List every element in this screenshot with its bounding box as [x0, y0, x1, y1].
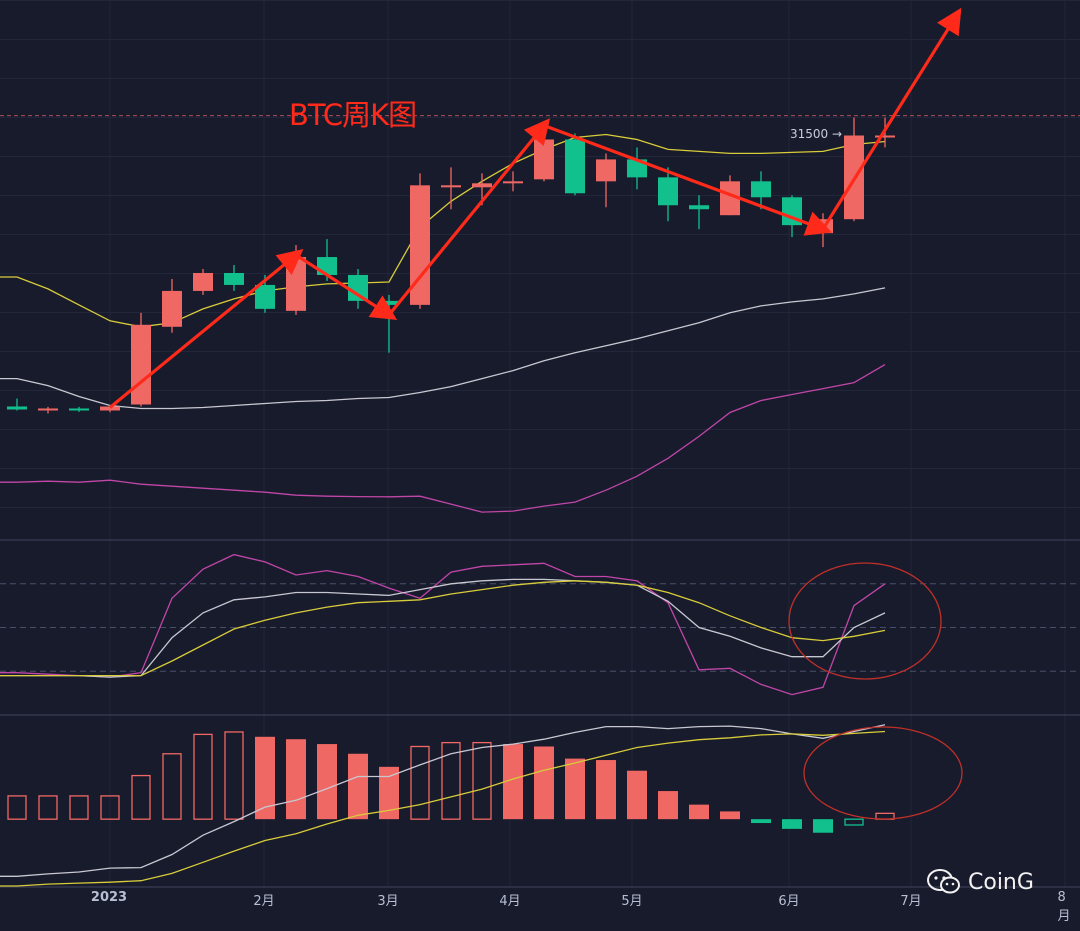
candles — [7, 117, 895, 414]
candle-body — [255, 284, 275, 309]
x-label-jun: 6月 — [778, 894, 800, 909]
macd-bar — [782, 819, 802, 829]
macd-bar — [844, 818, 864, 826]
macd-bar — [317, 744, 337, 820]
candle-body — [348, 274, 368, 301]
candle-body — [286, 257, 306, 311]
x-label-mar: 3月 — [377, 894, 399, 909]
watermark: CoinG — [926, 868, 1034, 896]
candle-body — [69, 408, 89, 411]
candle-body — [193, 272, 213, 291]
wechat-icon — [927, 869, 960, 894]
candle-body — [596, 159, 616, 182]
x-label-2023: 2023 — [90, 890, 128, 905]
candle-body — [658, 177, 678, 206]
macd-bar — [596, 760, 616, 820]
candle-body — [689, 205, 709, 210]
x-label-jul: 7月 — [900, 894, 922, 909]
x-label-feb: 2月 — [253, 894, 275, 909]
trend-arrow — [821, 7, 962, 230]
trend-arrows — [108, 7, 962, 409]
chart-title: BTC周K图 — [289, 98, 417, 132]
macd-bar — [162, 753, 182, 820]
macd-bar — [472, 741, 492, 820]
macd-bar — [565, 758, 585, 820]
macd-bar — [658, 791, 678, 820]
x-label-aug: 8月 — [1057, 890, 1071, 924]
panel-dividers — [0, 539, 1080, 888]
trend-arrow — [295, 253, 398, 321]
candle-body — [38, 408, 58, 411]
macd-bar — [286, 739, 306, 820]
trend-arrow — [543, 124, 832, 236]
macd-bar — [7, 795, 27, 820]
highlight-circle-macd — [803, 726, 963, 820]
highlight-circle-kdj — [788, 562, 942, 680]
macd-bar — [348, 753, 368, 820]
price-line-label: 31500 → — [790, 127, 843, 141]
candle-body — [441, 185, 461, 188]
macd-bar — [69, 795, 89, 820]
trend-arrow — [387, 118, 551, 316]
candle-body — [875, 135, 895, 138]
watermark-text: CoinG — [968, 869, 1034, 895]
macd-bar — [131, 774, 151, 820]
macd-bar — [224, 731, 244, 820]
macd-bar — [38, 795, 58, 820]
candle-body — [224, 272, 244, 285]
trend-arrow — [108, 248, 304, 409]
macd-bar — [534, 746, 554, 820]
macd-bar — [813, 819, 833, 833]
macd-bar — [720, 811, 740, 820]
candle-body — [472, 183, 492, 188]
candle-body — [7, 406, 27, 410]
candle-body — [720, 181, 740, 216]
x-label-apr: 4月 — [499, 894, 521, 909]
macd-bar — [193, 733, 213, 820]
macd-bar — [100, 795, 120, 820]
kdj-j-line — [0, 553, 886, 696]
highlight-circles — [788, 562, 963, 820]
macd-bar — [689, 804, 709, 820]
macd-bar — [503, 744, 523, 820]
macd-dea-line — [0, 730, 886, 887]
candle-body — [162, 290, 182, 327]
lower-band-line — [0, 364, 886, 513]
macd-panel — [0, 724, 895, 887]
upper-band-line — [0, 133, 886, 328]
x-label-may: 5月 — [621, 894, 643, 909]
macd-bar — [379, 766, 399, 820]
middle-ma-line — [0, 287, 886, 410]
macd-dif-line — [0, 724, 886, 877]
kdj-d-line — [0, 580, 886, 677]
candle-body — [410, 185, 430, 305]
macd-bar — [441, 741, 461, 820]
candle-body — [100, 406, 120, 411]
macd-bar — [627, 770, 647, 820]
kdj-panel — [0, 553, 1080, 696]
candle-body — [131, 324, 151, 405]
candle-body — [751, 181, 771, 198]
macd-bar — [410, 745, 430, 820]
macd-bar — [255, 736, 275, 820]
kdj-k-line — [0, 578, 886, 678]
macd-bar — [751, 819, 771, 824]
candle-body — [503, 181, 523, 184]
grid — [0, 0, 1080, 887]
candle-body — [627, 159, 647, 178]
candle-body — [534, 139, 554, 180]
candle-body — [565, 139, 585, 194]
